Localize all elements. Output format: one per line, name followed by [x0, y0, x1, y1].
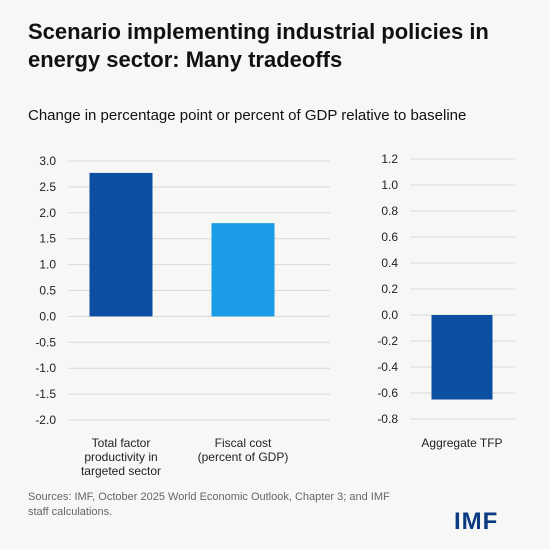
- source-line-2: staff calculations.: [28, 506, 113, 518]
- right-y-tick-label: -0.8: [377, 412, 398, 426]
- left-y-tick-label: -0.5: [35, 335, 56, 349]
- chart-subtitle: Change in percentage point or percent of…: [28, 107, 467, 124]
- right-y-tick-label: 0.2: [381, 282, 398, 296]
- right-y-tick-label: 0.6: [381, 230, 398, 244]
- right-y-tick-label: 1.2: [381, 152, 398, 166]
- source-line-1: Sources: IMF, October 2025 World Economi…: [28, 491, 390, 503]
- right-y-tick-label: -0.2: [377, 334, 398, 348]
- left-y-tick-label: 0.0: [39, 309, 56, 323]
- left-y-tick-label: 2.5: [39, 180, 56, 194]
- right-y-tick-label: 1.0: [381, 178, 398, 192]
- left-y-tick-label: -2.0: [35, 413, 56, 427]
- left-category-label-1: Fiscal cost (percent of GDP): [198, 436, 289, 464]
- right-bar-0: [431, 315, 493, 400]
- title-line-2: energy sector: Many tradeoffs: [28, 47, 343, 72]
- left-y-tick-label: 1.0: [39, 258, 56, 272]
- chart-title: Scenario implementing industrial policie…: [28, 18, 528, 74]
- source-note: Sources: IMF, October 2025 World Economi…: [28, 490, 428, 520]
- title-line-1: Scenario implementing industrial policie…: [28, 19, 489, 44]
- right-y-tick-label: -0.6: [377, 386, 398, 400]
- left-y-tick-label: 2.0: [39, 206, 56, 220]
- imf-logo: IMF: [454, 508, 499, 535]
- left-y-tick-label: -1.5: [35, 387, 56, 401]
- left-y-tick-label: -1.0: [35, 361, 56, 375]
- right-y-tick-label: 0.0: [381, 308, 398, 322]
- left-y-tick-label: 0.5: [39, 284, 56, 298]
- left-panel: 3.0 2.5 2.0 1.5 1.0 0.5 0.0 -0.5 -1.0 -1.5 -2.0 Tot…: [35, 154, 330, 478]
- left-bar-1: [211, 223, 275, 317]
- left-category-label-0: Total factor productivity in targeted sect…: [81, 436, 161, 478]
- left-y-tick-label: 1.5: [39, 232, 56, 246]
- right-y-tick-label: 0.4: [381, 256, 398, 270]
- left-y-tick-label: 3.0: [39, 154, 56, 168]
- right-category-label-0: Aggregate TFP: [421, 436, 502, 450]
- right-panel: 1.2 1.0 0.8 0.6 0.4 0.2 0.0 -0.2 -0.4 -0.6 -0.8 Agg…: [377, 152, 515, 450]
- left-bar-0: [89, 172, 153, 317]
- right-y-tick-label: -0.4: [377, 360, 398, 374]
- right-y-tick-label: 0.8: [381, 204, 398, 218]
